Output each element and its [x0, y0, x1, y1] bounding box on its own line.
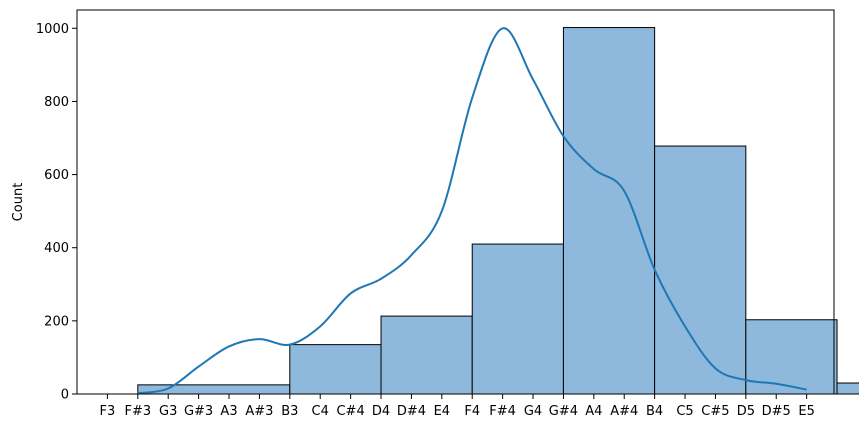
histogram-bar-4	[562, 27, 656, 395]
x-tick-label: D#5	[762, 404, 791, 419]
x-tick-label: D#4	[397, 404, 426, 419]
y-axis-title: Count	[11, 183, 26, 222]
x-tick-label: C#4	[336, 404, 364, 419]
x-tick-label: C#5	[701, 404, 729, 419]
x-tick-label: B4	[646, 404, 663, 419]
y-tick-label: 1000	[36, 22, 69, 37]
y-tick-label: 0	[61, 388, 69, 403]
x-tick-label: A#4	[610, 404, 638, 419]
x-tick-label: A4	[585, 404, 602, 419]
x-tick-label: G#3	[184, 404, 213, 419]
histogram-bar-1	[289, 344, 382, 395]
y-tick-label: 400	[44, 241, 69, 256]
y-tick-label: 200	[44, 314, 69, 329]
x-tick-label: F4	[464, 404, 480, 419]
histogram-bar-2	[380, 315, 473, 395]
x-axis: F3 F#3 G3 G#3 A3 A#3 B3 C4 C#4 D4 D#4 E4 F4 F#4 G4 G#4 A…	[100, 394, 815, 419]
x-tick-label: D5	[737, 404, 755, 419]
x-tick-label: G3	[159, 404, 177, 419]
histogram-bar-3	[471, 243, 564, 395]
x-tick-label: C5	[676, 404, 693, 419]
x-tick-label: D4	[372, 404, 390, 419]
x-tick-label: B3	[281, 404, 298, 419]
kde-curve	[137, 27, 807, 395]
x-tick-label: F#4	[489, 404, 516, 419]
plot-frame	[76, 9, 835, 395]
x-tick-label: F#3	[124, 404, 151, 419]
y-tick-label: 600	[44, 168, 69, 183]
y-tick-label: 800	[44, 95, 69, 110]
histogram-bar-5	[654, 145, 747, 395]
histogram-bar-7	[836, 382, 859, 395]
x-tick-label: F3	[100, 404, 116, 419]
histogram-bar-0	[137, 384, 291, 395]
y-axis: 0 200 400 600 800 1000	[36, 22, 77, 403]
x-tick-label: G4	[524, 404, 542, 419]
x-tick-label: E5	[798, 404, 815, 419]
x-tick-label: A3	[220, 404, 237, 419]
x-tick-label: A#3	[245, 404, 273, 419]
x-tick-label: E4	[434, 404, 451, 419]
x-tick-label: G#4	[549, 404, 578, 419]
histogram-bars	[137, 27, 859, 395]
x-tick-label: C4	[312, 404, 329, 419]
